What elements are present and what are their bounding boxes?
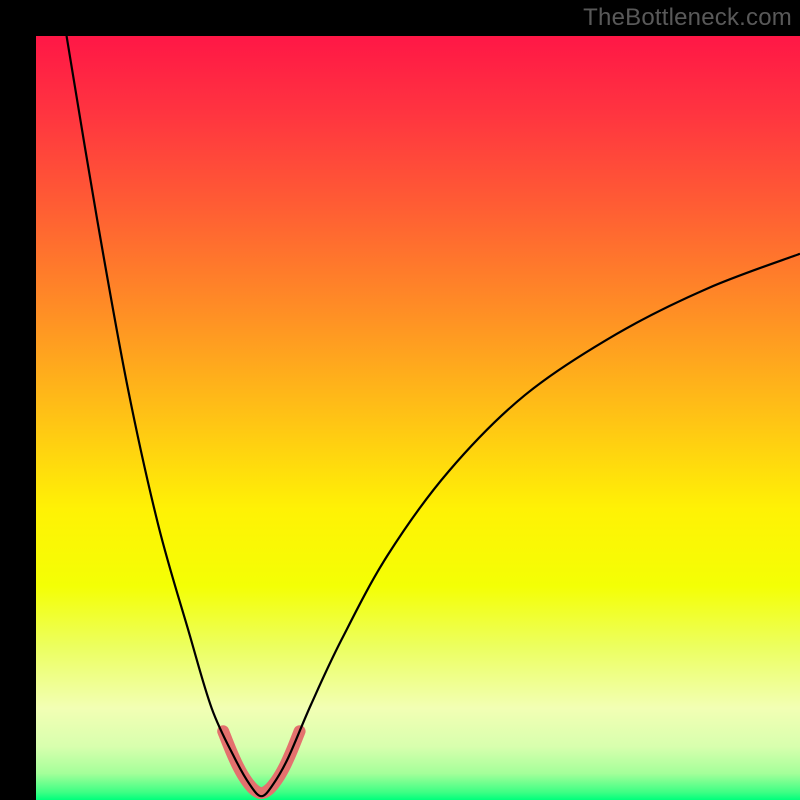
chart-frame: TheBottleneck.com: [0, 0, 800, 800]
chart-svg: [36, 36, 800, 800]
plot-area: [36, 36, 800, 800]
watermark-text: TheBottleneck.com: [583, 4, 792, 32]
